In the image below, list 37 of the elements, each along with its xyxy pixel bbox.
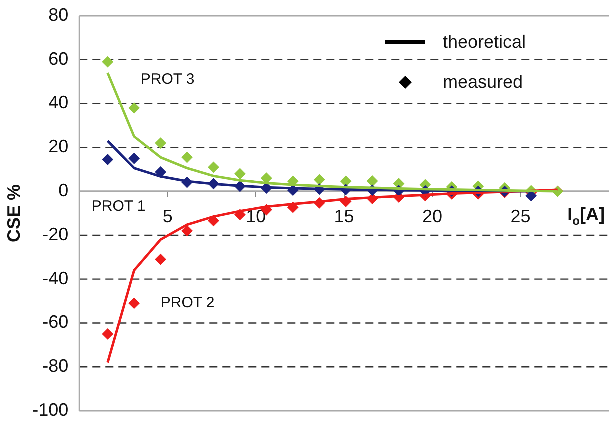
point: [155, 166, 166, 178]
x-tick-label: 20: [422, 206, 443, 226]
x-tick-label: 5: [162, 206, 173, 226]
y-tick-label: -60: [42, 312, 69, 332]
y-tick-label: -80: [42, 356, 69, 376]
y-tick-label: -40: [42, 268, 69, 288]
series-label: PROT 1: [92, 198, 146, 215]
annotation: measured: [443, 72, 524, 92]
y-axis-title: CSE %: [4, 184, 24, 243]
y-tick-label: 60: [48, 48, 69, 69]
point: [102, 56, 114, 68]
y-tick-label: 0: [58, 180, 69, 201]
y-tick-label: 80: [48, 4, 69, 25]
point: [208, 162, 220, 173]
y-tick-label: 40: [48, 92, 69, 113]
point: [234, 168, 246, 180]
annotation: theoretical: [443, 32, 526, 52]
point: [128, 153, 140, 164]
point: [314, 174, 326, 186]
x-tick-label: 25: [510, 206, 531, 226]
point: [182, 152, 193, 164]
point: [102, 154, 114, 166]
point: [102, 328, 114, 340]
point: [155, 138, 166, 149]
y-tick-label: 20: [48, 136, 69, 157]
y-tick-label: -100: [32, 400, 69, 420]
y-tick-label: -20: [42, 224, 69, 244]
point: [128, 298, 140, 309]
series-label: PROT 2: [160, 294, 215, 312]
point: [128, 102, 140, 114]
series-label: PROT 3: [140, 71, 195, 88]
point: [182, 226, 193, 237]
point: [261, 172, 272, 184]
point: [367, 176, 378, 187]
x-tick-label: 15: [334, 206, 354, 226]
point: [155, 254, 166, 266]
point: [340, 176, 352, 187]
